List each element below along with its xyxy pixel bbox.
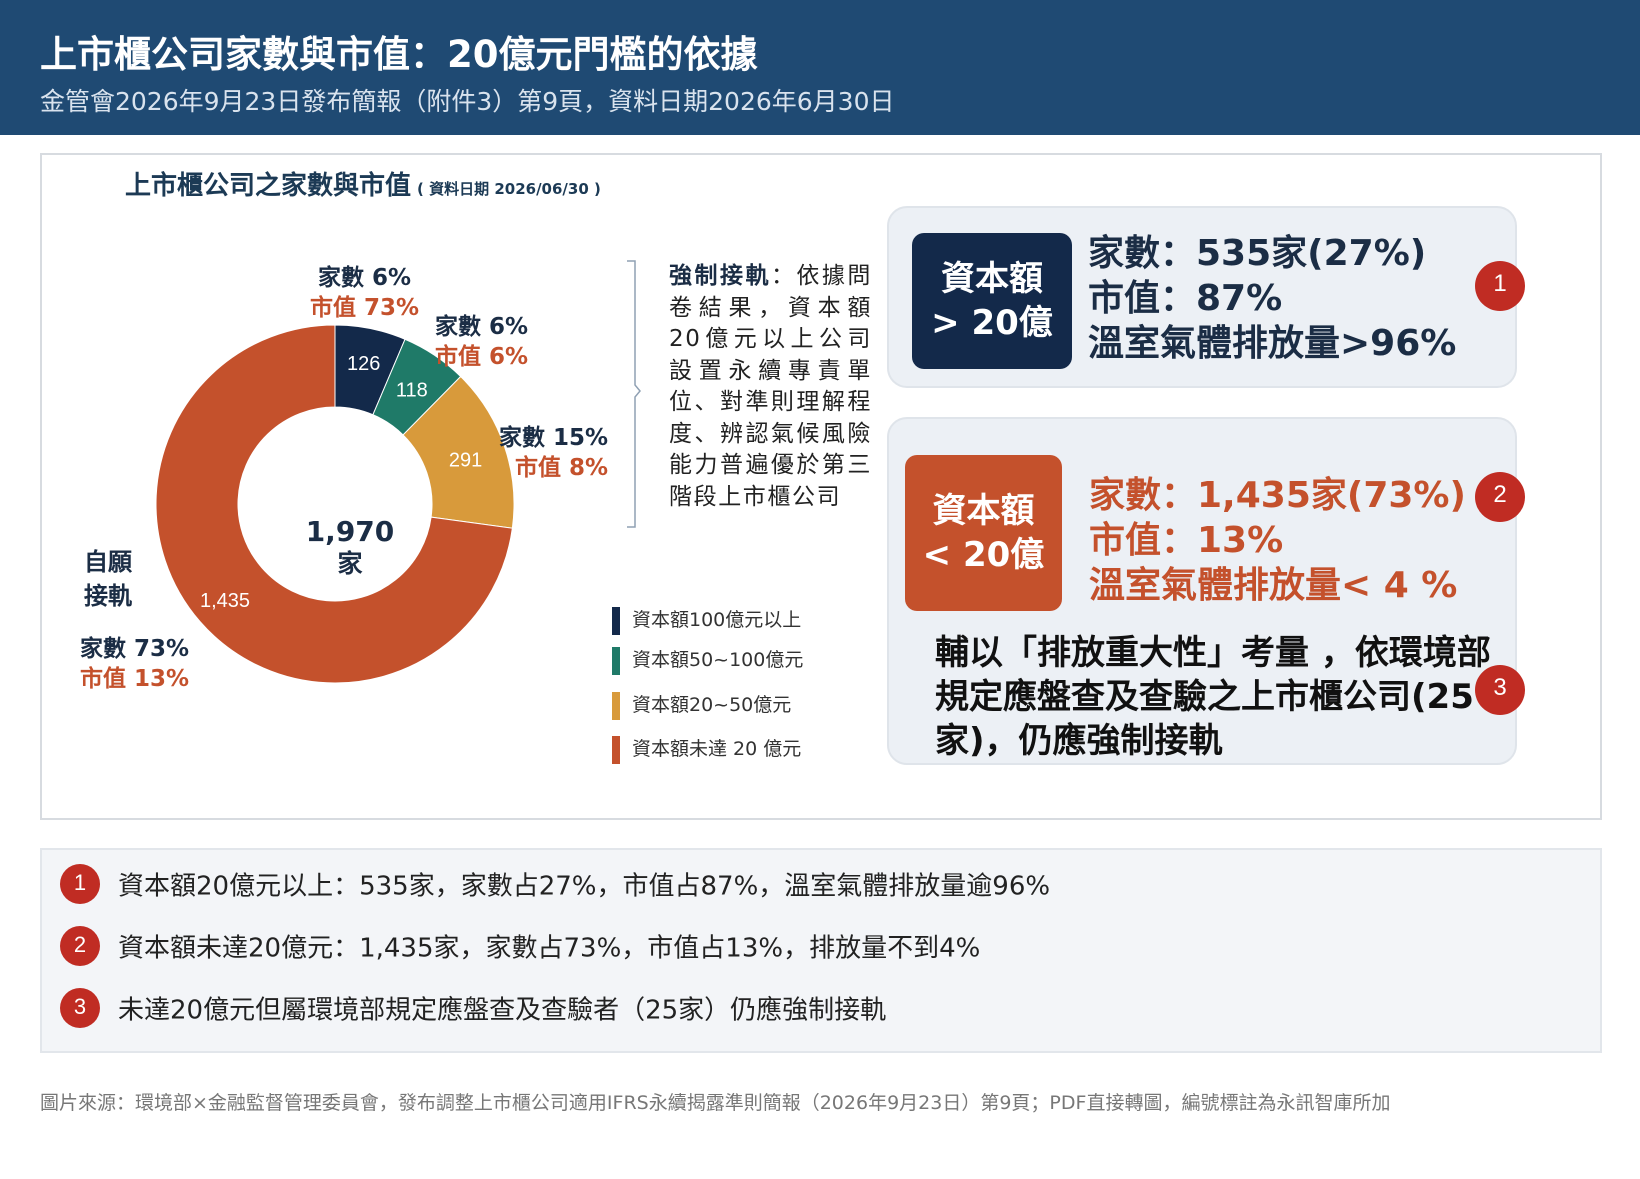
- slice-value-label: 291: [449, 449, 482, 471]
- legend-item: 資本額20~50億元: [612, 690, 791, 720]
- slice-mktcap-pct: 市值 73%: [310, 295, 420, 321]
- chart-title: 上市櫃公司之家數與市值 ( 資料日期 2026/06/30 ): [125, 165, 601, 202]
- legend-label: 資本額50~100億元: [632, 649, 804, 671]
- donut-slice-below20: [155, 324, 513, 684]
- slice-mktcap-pct: 市值 13%: [80, 666, 190, 692]
- donut-chart: 126 118 291 1,435: [155, 324, 515, 684]
- summary-number-badge: 2: [60, 926, 100, 966]
- stat-line: 溫室氣體排放量< 4 %: [1089, 565, 1458, 606]
- summary-item: 3 未達20億元但屬環境部規定應盤查及查驗者（25家）仍應強制接軌: [60, 988, 886, 1028]
- slice-count-pct: 家數 73%: [80, 636, 190, 662]
- legend-swatch: [612, 606, 620, 635]
- mandatory-note: 強制接軌：依據問卷結果，資本額20億元以上公司設置永續專責單位、對準則理解程度、…: [669, 261, 872, 513]
- chart-date-note: ( 資料日期 2026/06/30 ): [417, 180, 601, 198]
- chart-title-text: 上市櫃公司之家數與市值: [125, 171, 412, 201]
- slide-panel: 上市櫃公司之家數與市值 ( 資料日期 2026/06/30 ) 126 118 291…: [40, 153, 1602, 820]
- annotation-number-badge: 3: [1475, 665, 1525, 715]
- slice-count-pct: 家數 6%: [318, 265, 412, 291]
- stat-line: 市值：87%: [1088, 278, 1283, 319]
- total-count: 1,970: [305, 515, 395, 548]
- slice-value-label: 118: [396, 379, 428, 401]
- legend-label: 資本額未達 20 億元: [632, 738, 802, 760]
- summary-item: 1 資本額20億元以上：535家，家數占27%，市值占87%，溫室氣體排放量逾96…: [60, 864, 1050, 904]
- source-note: 圖片來源：環境部×金融監督管理委員會，發布調整上市櫃公司適用IFRS永續揭露準則…: [40, 1092, 1391, 1114]
- mandatory-note-text: ：依據問卷結果，資本額20億元以上公司設置永續專責單位、對準則理解程度、辨認氣候…: [669, 263, 872, 510]
- donut-center-label: 1,970 家: [300, 516, 400, 580]
- voluntary-label: 自願接軌: [84, 548, 132, 610]
- info-box-below-threshold: 資本額 < 20億 家數：1,435家(73%) 市值：13% 溫室氣體排放量<…: [887, 417, 1517, 765]
- legend-swatch: [612, 691, 620, 720]
- threshold-tag: 資本額 > 20億: [912, 233, 1072, 369]
- materiality-note: 輔以「排放重大性」考量 ，依環境部規定應盤查及查驗之上市櫃公司(25家)，仍應強…: [935, 633, 1491, 761]
- stat-line: 溫室氣體排放量>96%: [1088, 323, 1457, 364]
- slice-label-below20: 家數 73% 市值 13%: [80, 634, 189, 694]
- slice-label-cap50: 家數 6% 市值 6%: [435, 312, 528, 372]
- info-box-above-threshold: 資本額 > 20億 家數：535家(27%) 市值：87% 溫室氣體排放量>96…: [887, 206, 1517, 388]
- legend-swatch: [612, 646, 620, 675]
- threshold-stats: 家數：1,435家(73%) 市值：13% 溫室氣體排放量< 4 %: [1089, 473, 1466, 608]
- slice-label-cap100: 家數 6% 市值 73%: [310, 263, 419, 323]
- mandatory-note-title: 強制接軌: [669, 263, 771, 289]
- page-header: 上市櫃公司家數與市值：20億元門檻的依據 金管會2026年9月23日發布簡報（附…: [0, 0, 1640, 135]
- summary-panel: 1 資本額20億元以上：535家，家數占27%，市值占87%，溫室氣體排放量逾96…: [40, 848, 1602, 1053]
- summary-text: 未達20億元但屬環境部規定應盤查及查驗者（25家）仍應強制接軌: [118, 995, 887, 1026]
- legend-label: 資本額100億元以上: [632, 609, 802, 631]
- slice-value-label: 126: [347, 353, 380, 375]
- slice-mktcap-pct: 市值 6%: [435, 344, 529, 370]
- slice-mktcap-pct: 市值 8%: [515, 455, 609, 481]
- threshold-tag-line: 資本額: [932, 491, 1035, 531]
- page-title: 上市櫃公司家數與市值：20億元門檻的依據: [40, 33, 758, 76]
- slice-count-pct: 家數 15%: [499, 425, 609, 451]
- total-unit: 家: [337, 549, 363, 578]
- stat-line: 家數：1,435家(73%): [1089, 475, 1466, 516]
- legend-label: 資本額20~50億元: [632, 694, 792, 716]
- slice-value-label: 1,435: [200, 590, 250, 612]
- threshold-tag-line: > 20億: [931, 303, 1053, 343]
- threshold-tag-line: < 20億: [922, 535, 1045, 575]
- legend-item: 資本額50~100億元: [612, 645, 803, 675]
- summary-item: 2 資本額未達20億元：1,435家，家數占73%，市值占13%，排放量不到4%: [60, 926, 980, 966]
- threshold-tag-line: 資本額: [941, 259, 1043, 299]
- annotation-number-badge: 2: [1475, 472, 1525, 522]
- slice-count-pct: 家數 6%: [435, 314, 529, 340]
- legend-item: 資本額100億元以上: [612, 605, 801, 635]
- summary-number-badge: 3: [60, 988, 100, 1028]
- bracket-line: [627, 260, 641, 528]
- slice-label-cap20: 家數 15% 市值 8%: [499, 423, 608, 483]
- summary-text: 資本額20億元以上：535家，家數占27%，市值占87%，溫室氣體排放量逾96%: [118, 871, 1051, 902]
- summary-number-badge: 1: [60, 864, 100, 904]
- threshold-stats: 家數：535家(27%) 市值：87% 溫室氣體排放量>96%: [1088, 231, 1456, 366]
- summary-text: 資本額未達20億元：1,435家，家數占73%，市值占13%，排放量不到4%: [118, 933, 981, 964]
- annotation-number-badge: 1: [1475, 261, 1525, 311]
- threshold-tag: 資本額 < 20億: [905, 455, 1062, 611]
- stat-line: 家數：535家(27%): [1088, 233, 1427, 274]
- page-subtitle: 金管會2026年9月23日發布簡報（附件3）第9頁，資料日期2026年6月30日: [40, 87, 895, 116]
- legend-swatch: [612, 735, 620, 764]
- legend-item: 資本額未達 20 億元: [612, 734, 801, 764]
- stat-line: 市值：13%: [1089, 520, 1284, 561]
